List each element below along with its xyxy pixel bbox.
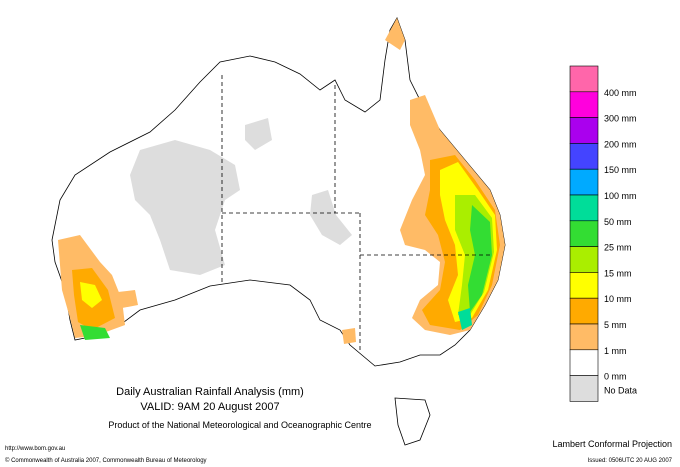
product-note: Product of the National Meteorological a… (108, 420, 371, 430)
legend-swatch (569, 65, 599, 93)
rain-25-50 (468, 205, 492, 312)
legend-swatch (569, 349, 599, 376)
legend-label: 25 mm (604, 243, 632, 253)
issued: Issued: 0506UTC 20 AUG 2007 (588, 458, 673, 464)
legend-label: 400 mm (604, 88, 637, 98)
legend-label: 300 mm (604, 114, 637, 124)
legend-label: 200 mm (604, 139, 637, 149)
rain-1-5 (385, 18, 405, 50)
legend-label: 150 mm (604, 165, 637, 175)
legend: 400 mm 300 mm 200 mm 150 mm 100 mm 50 mm 25 mm… (569, 65, 637, 402)
state-border (221, 75, 490, 350)
url: http://www.bom.gov.au (5, 446, 65, 452)
legend-swatch (569, 168, 599, 196)
tasmania (394, 397, 431, 446)
legend-label: 1 mm (604, 346, 627, 356)
legend-swatch (569, 220, 599, 247)
rain-1-5 (118, 290, 138, 308)
legend-label: 100 mm (604, 191, 637, 201)
legend-label: 50 mm (604, 217, 632, 227)
no-data-area (130, 140, 240, 275)
no-data-area (310, 190, 352, 245)
legend-label: 5 mm (604, 320, 627, 330)
legend-label: 15 mm (604, 268, 632, 278)
projection: Lambert Conformal Projection (552, 439, 672, 449)
legend-label: No Data (604, 385, 637, 395)
legend-swatch (569, 143, 599, 170)
rain-10-15 (80, 282, 102, 308)
legend-swatch (569, 297, 599, 325)
rain-1-5 (342, 328, 356, 344)
legend-label: 10 mm (604, 294, 632, 304)
legend-swatch (569, 117, 599, 144)
no-data-area (245, 118, 272, 150)
rain-50-100 (458, 308, 472, 330)
map-title: Daily Australian Rainfall Analysis (mm) (116, 386, 304, 398)
valid-time: VALID: 9AM 20 August 2007 (140, 401, 279, 413)
legend-swatch (569, 246, 599, 273)
legend-swatch (569, 194, 599, 222)
legend-label: 0 mm (604, 372, 627, 382)
legend-swatch (569, 272, 599, 299)
legend-swatch (569, 375, 599, 402)
legend-swatch (569, 323, 599, 351)
copyright: © Commonwealth of Australia 2007, Common… (5, 457, 207, 464)
rain-25-50 (80, 325, 110, 340)
legend-swatch (569, 91, 599, 118)
